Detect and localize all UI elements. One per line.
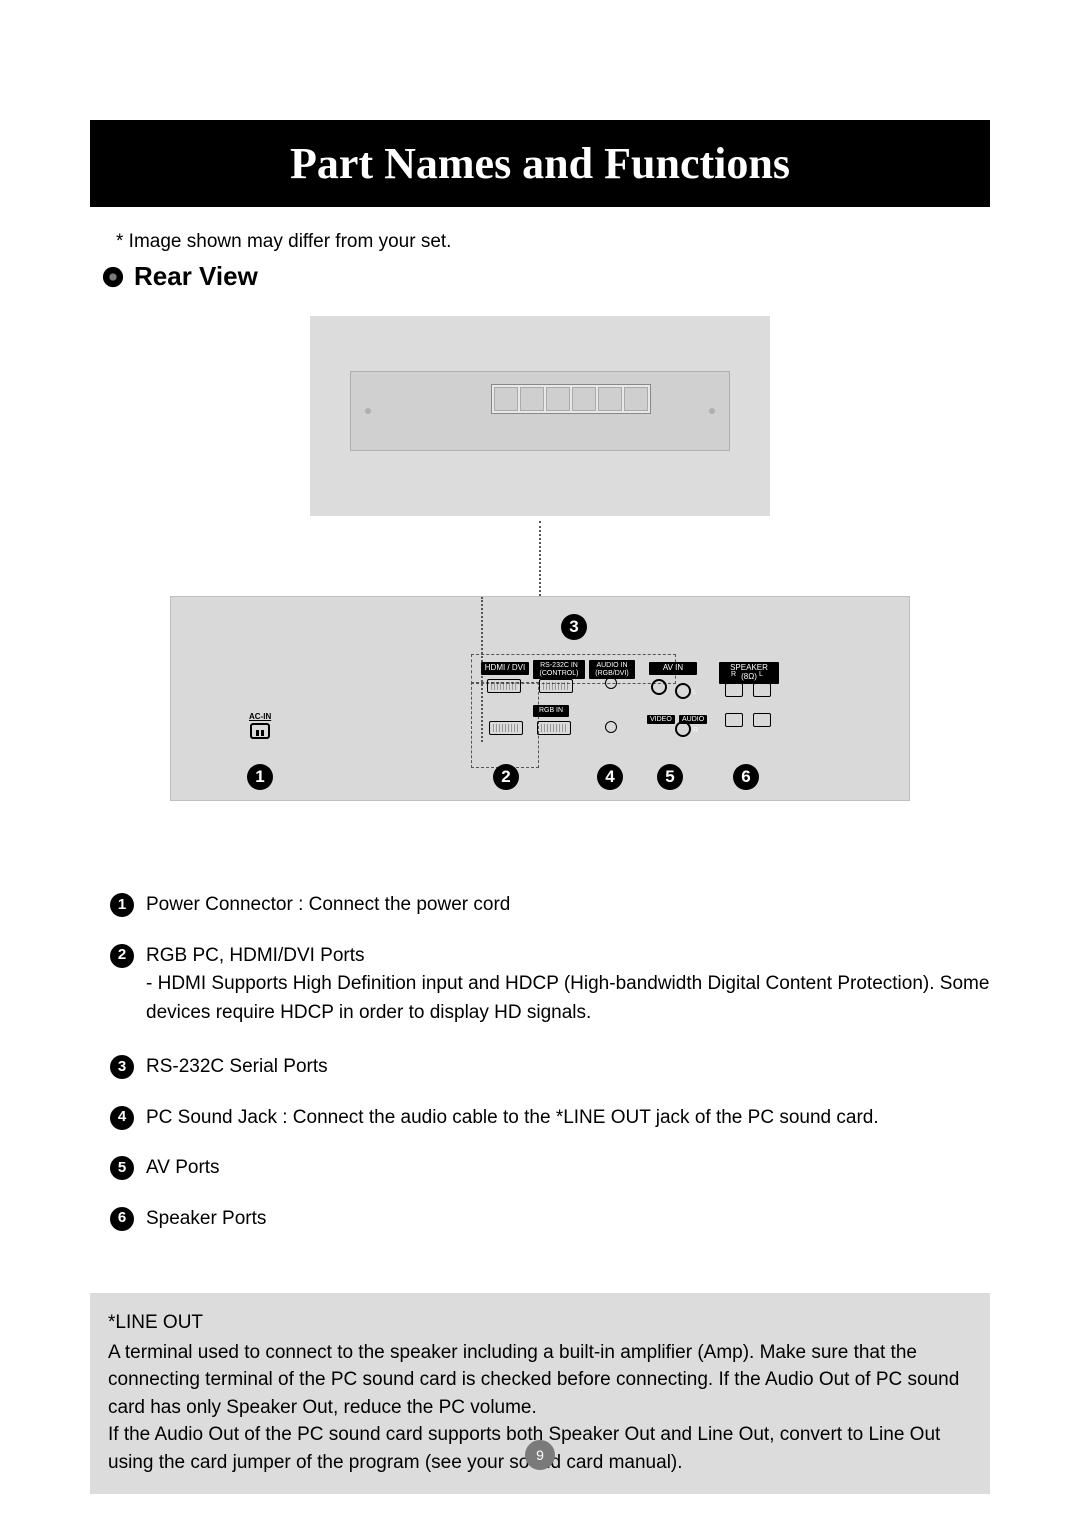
rgb-in-label: RGB IN: [533, 705, 569, 717]
rs232-port-icon: [539, 679, 573, 693]
callout-3: 3: [561, 614, 587, 640]
ac-in-label: AC-IN: [249, 712, 271, 721]
ac-in-port: AC-IN: [249, 712, 271, 739]
item-text: PC Sound Jack : Connect the audio cable …: [146, 1104, 879, 1133]
list-item: 3 RS-232C Serial Ports: [110, 1053, 990, 1082]
page-title-bar: Part Names and Functions: [90, 120, 990, 207]
callout-5: 5: [657, 764, 683, 790]
list-item: 2 RGB PC, HDMI/DVI Ports - HDMI Supports…: [110, 942, 990, 1028]
item-subtext: - HDMI Supports High Definition input an…: [146, 970, 990, 1027]
section-heading-text: Rear View: [134, 261, 258, 292]
item-text: RS-232C Serial Ports: [146, 1053, 328, 1082]
hdmi-label: HDMI / DVI: [481, 662, 529, 675]
item-text: Speaker Ports: [146, 1205, 266, 1234]
rca-l-label: L: [693, 689, 697, 696]
rear-view-figure: AC-IN HDMI / DVI RS-232C IN (CONTROL) AU…: [90, 316, 990, 801]
bullet-icon: [102, 266, 124, 288]
list-item: 4 PC Sound Jack : Connect the audio cabl…: [110, 1104, 990, 1133]
item-body: RGB PC, HDMI/DVI Ports - HDMI Supports H…: [146, 942, 990, 1028]
list-item: 5 AV Ports: [110, 1154, 990, 1183]
callout-4: 4: [597, 764, 623, 790]
list-item: 1 Power Connector : Connect the power co…: [110, 891, 990, 920]
item-number-icon: 2: [110, 944, 134, 968]
item-text: Power Connector : Connect the power cord: [146, 891, 510, 920]
item-number-icon: 5: [110, 1156, 134, 1180]
speaker-r-label: R: [731, 671, 736, 678]
item-number-icon: 4: [110, 1106, 134, 1130]
page-number: 9: [536, 1447, 544, 1463]
note-title: *LINE OUT: [108, 1309, 972, 1337]
item-number-icon: 1: [110, 893, 134, 917]
av-in-label: AV IN: [649, 662, 697, 675]
item-number-icon: 6: [110, 1207, 134, 1231]
item-number-icon: 3: [110, 1055, 134, 1079]
disclaimer-text: * Image shown may differ from your set.: [116, 231, 990, 253]
rca-audio-l-icon: [675, 683, 691, 699]
item-text: RGB PC, HDMI/DVI Ports: [146, 942, 990, 971]
hdmi-port-icon: [487, 679, 521, 693]
rear-panel-magnified: AC-IN HDMI / DVI RS-232C IN (CONTROL) AU…: [170, 596, 910, 801]
port-description-list: 1 Power Connector : Connect the power co…: [110, 891, 990, 1233]
callout-1: 1: [247, 764, 273, 790]
monitor-back-illustration: [310, 316, 770, 516]
audio-jack-icon: [605, 677, 617, 689]
rgb-port-icon: [489, 721, 523, 735]
list-item: 6 Speaker Ports: [110, 1205, 990, 1234]
callout-6: 6: [733, 764, 759, 790]
speaker-term-icon: [753, 683, 771, 697]
pc-sound-jack-icon: [605, 721, 617, 733]
callout-2: 2: [493, 764, 519, 790]
note-paragraph: A terminal used to connect to the speake…: [108, 1339, 972, 1422]
speaker-l-label: L: [759, 671, 763, 678]
page-title: Part Names and Functions: [290, 139, 790, 188]
video-label: VIDEO: [647, 715, 675, 724]
rs232-label: RS-232C IN (CONTROL): [533, 660, 585, 679]
dotted-leader-icon: [539, 521, 541, 596]
speaker-term-icon: [725, 683, 743, 697]
page-number-badge: 9: [525, 1440, 555, 1470]
speaker-label: SPEAKER (8Ω): [719, 662, 779, 684]
item-text: AV Ports: [146, 1154, 220, 1183]
section-heading: Rear View: [102, 261, 990, 292]
rca-audio-r-icon: [675, 721, 691, 737]
speaker-term-icon: [725, 713, 743, 727]
rs232-port2-icon: [537, 721, 571, 735]
speaker-term-icon: [753, 713, 771, 727]
rca-video-icon: [651, 679, 667, 695]
rca-r-label: R: [693, 727, 698, 734]
